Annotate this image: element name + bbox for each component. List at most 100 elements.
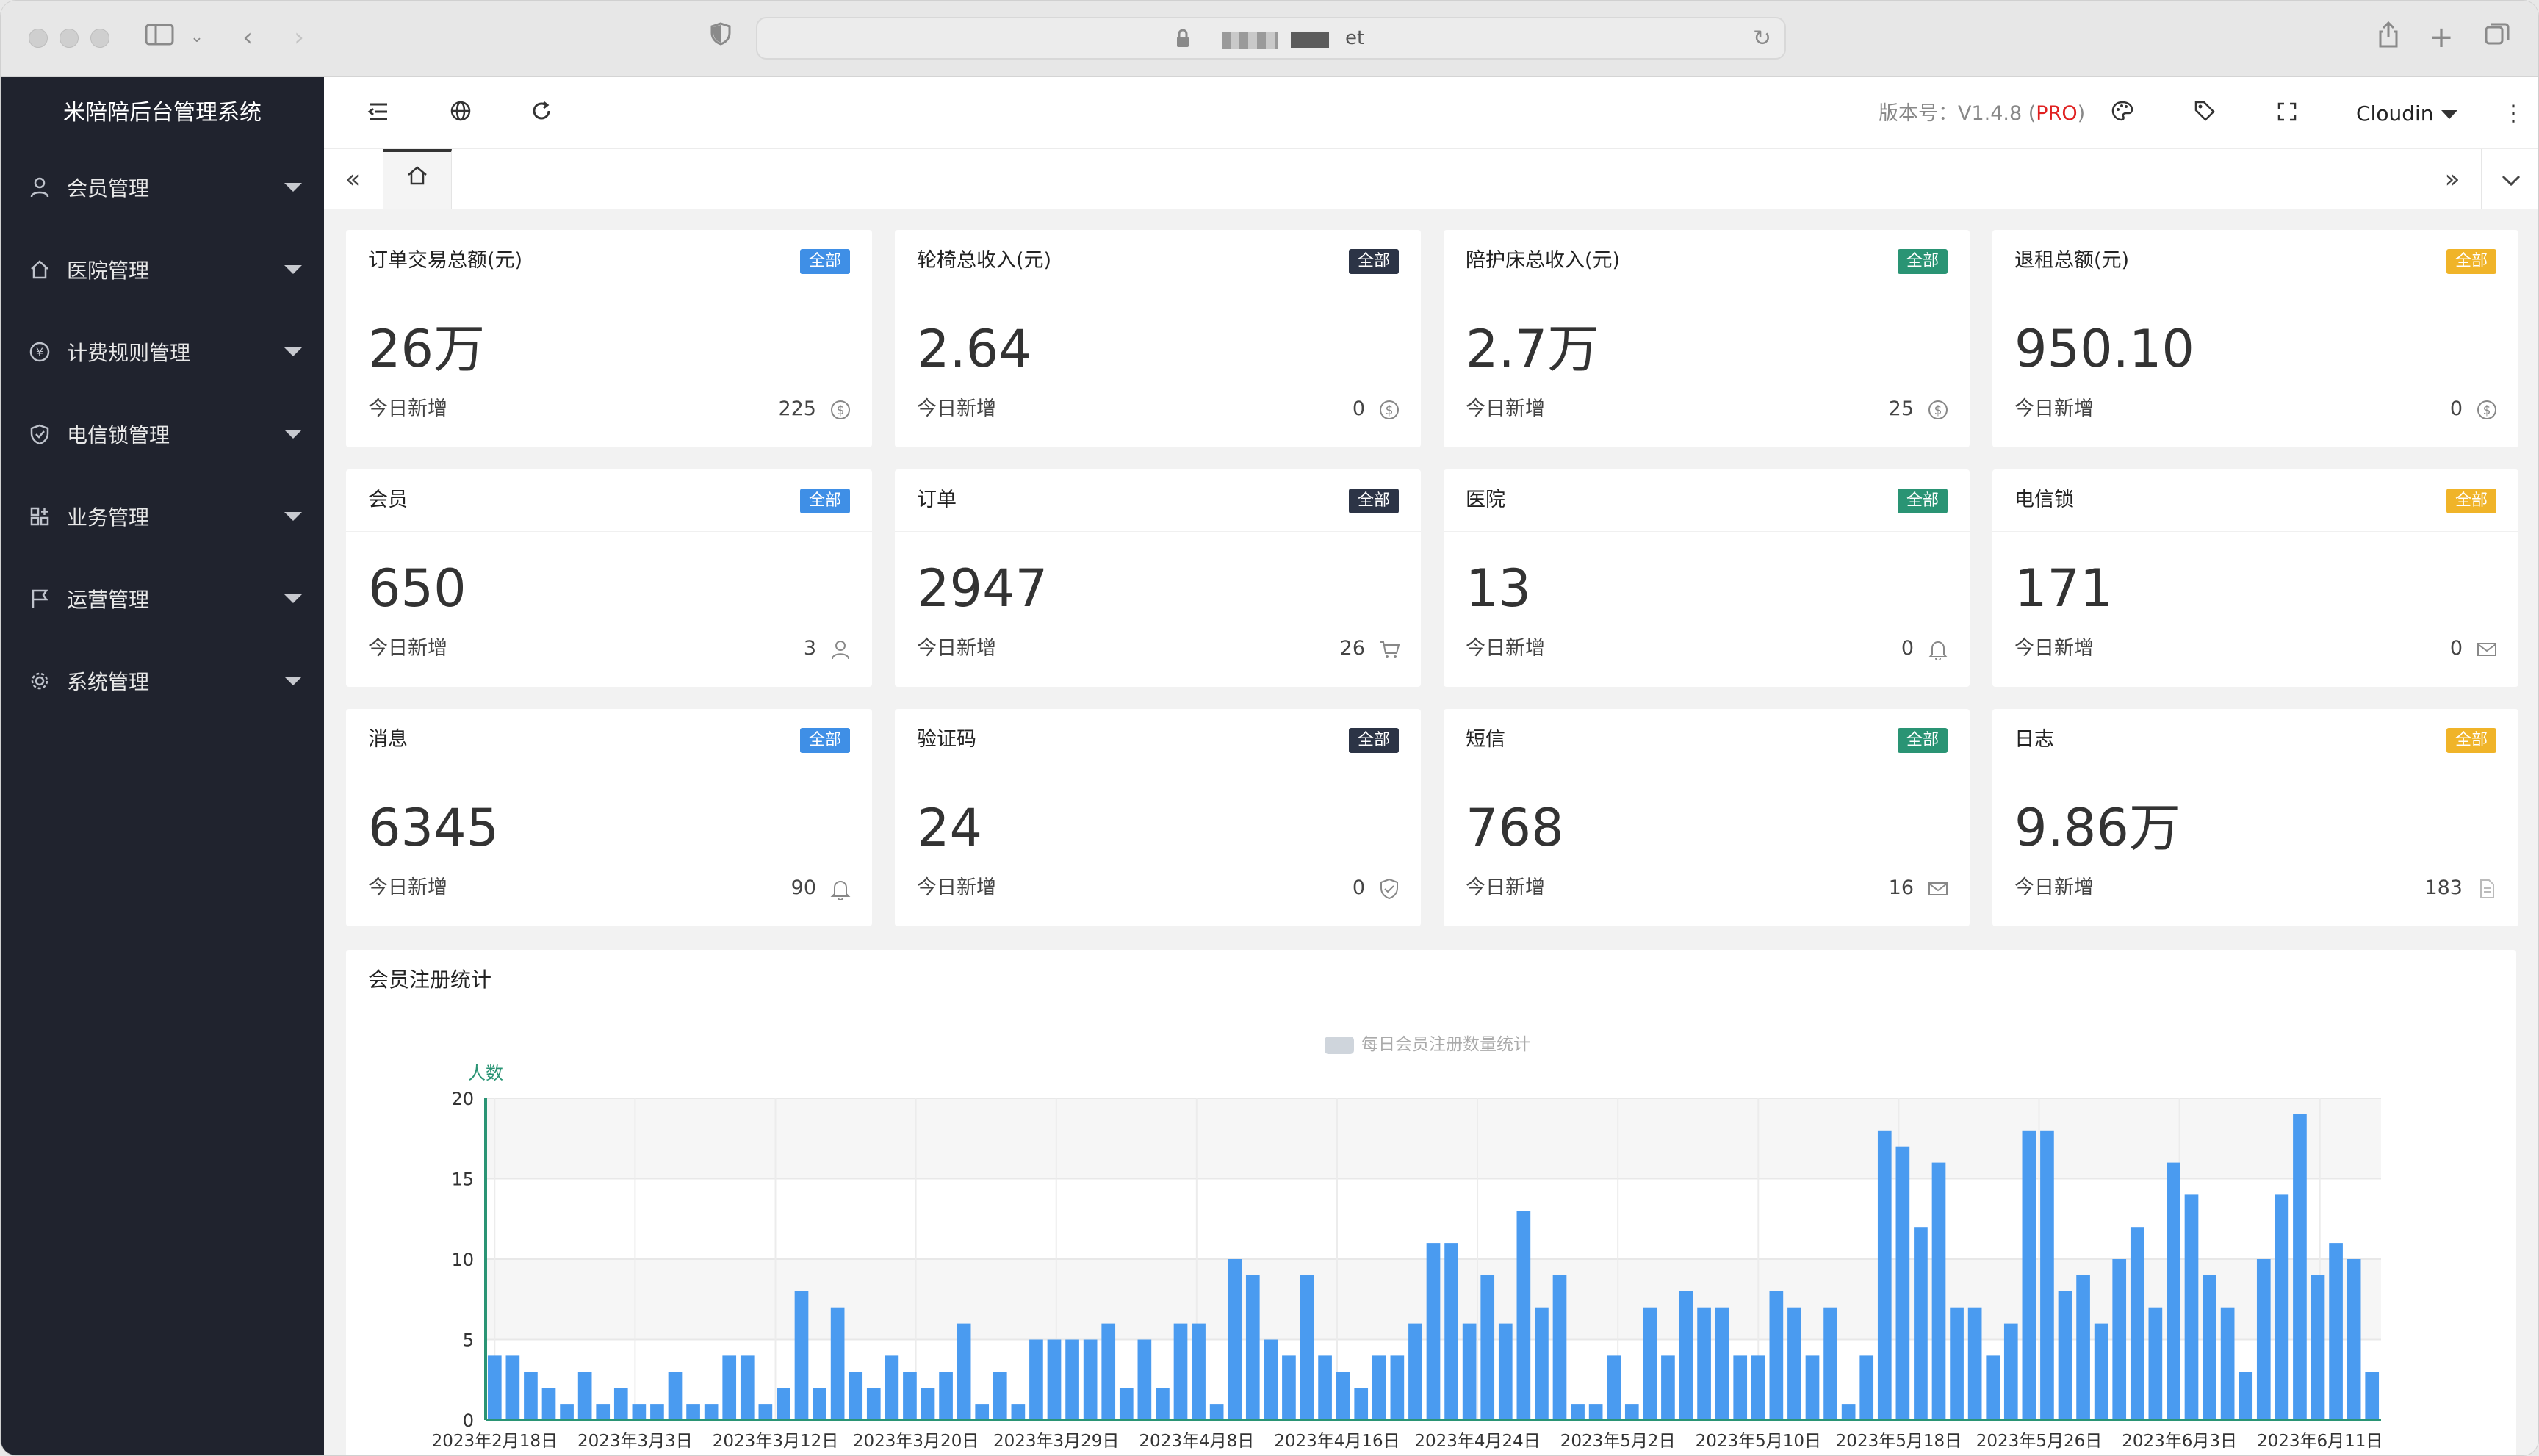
sidebar-item-billing-rules[interactable]: ¥ 计费规则管理 bbox=[1, 314, 324, 396]
today-count: 225 bbox=[778, 397, 816, 420]
minimize-window-button[interactable] bbox=[60, 29, 79, 48]
today-count: 25 bbox=[1888, 397, 1914, 420]
chart-bar bbox=[2058, 1291, 2072, 1420]
chart-bar bbox=[813, 1388, 826, 1420]
card-value: 9.86万 bbox=[2014, 798, 2180, 858]
card-divider bbox=[895, 531, 1421, 532]
chart-bar bbox=[975, 1404, 990, 1420]
chart-bar bbox=[758, 1404, 773, 1420]
chart-bar bbox=[1300, 1275, 1314, 1420]
scope-badge[interactable]: 全部 bbox=[799, 249, 850, 274]
chart-bar bbox=[1354, 1388, 1369, 1420]
chart-bar bbox=[1390, 1355, 1405, 1420]
version-info: 版本号：V1.4.8 (PRO) bbox=[1879, 99, 2085, 129]
scope-badge[interactable]: 全部 bbox=[1897, 728, 1948, 753]
tab-home[interactable] bbox=[383, 149, 452, 209]
privacy-shield-icon[interactable] bbox=[706, 21, 735, 54]
sidebar-item-business[interactable]: 业务管理 bbox=[1, 478, 324, 561]
x-tick-label: 2023年5月26日 bbox=[1976, 1432, 2102, 1451]
chevron-down-icon[interactable]: ⌄ bbox=[190, 28, 204, 46]
scope-badge[interactable]: 全部 bbox=[2446, 728, 2496, 753]
scroll-left-icon[interactable]: « bbox=[345, 165, 361, 194]
forward-icon[interactable]: › bbox=[294, 23, 304, 52]
chart-bar bbox=[2220, 1307, 2235, 1420]
scope-badge[interactable]: 全部 bbox=[1348, 728, 1399, 753]
scope-badge[interactable]: 全部 bbox=[799, 489, 850, 513]
card-title: 短信 bbox=[1466, 728, 1505, 751]
card-value: 26万 bbox=[368, 319, 486, 379]
chart-legend[interactable]: 每日会员注册数量统计 bbox=[1325, 1032, 1530, 1057]
chart-bar bbox=[487, 1355, 502, 1420]
globe-icon[interactable] bbox=[444, 98, 477, 130]
sidebar-item-system[interactable]: 系统管理 bbox=[1, 643, 324, 725]
chart-bar bbox=[2365, 1372, 2380, 1420]
legend-label: 每日会员注册数量统计 bbox=[1361, 1035, 1530, 1054]
card-divider bbox=[1444, 531, 1970, 532]
close-window-button[interactable] bbox=[29, 29, 48, 48]
svg-text:$: $ bbox=[1386, 403, 1394, 418]
chart-bar bbox=[794, 1291, 809, 1420]
card-title: 消息 bbox=[368, 728, 408, 751]
fullscreen-icon[interactable] bbox=[2271, 98, 2303, 130]
chart-bar bbox=[1029, 1339, 1043, 1420]
back-icon[interactable]: ‹ bbox=[242, 23, 253, 52]
scope-badge[interactable]: 全部 bbox=[1348, 489, 1399, 513]
more-vertical-icon[interactable]: ⋮ bbox=[2502, 101, 2524, 126]
chart-bar bbox=[849, 1372, 863, 1420]
scroll-right-icon[interactable]: » bbox=[2444, 165, 2460, 194]
card-title: 会员 bbox=[368, 489, 408, 511]
sidebar-item-label: 系统管理 bbox=[67, 670, 150, 694]
address-bar[interactable]: et ↻ bbox=[756, 17, 1786, 60]
caret-down-icon bbox=[2441, 110, 2457, 119]
card-value: 24 bbox=[917, 798, 983, 858]
tab-overview-icon[interactable] bbox=[2481, 21, 2513, 54]
scope-badge[interactable]: 全部 bbox=[2446, 249, 2496, 274]
card-value: 171 bbox=[2014, 558, 2113, 619]
refresh-icon[interactable] bbox=[525, 98, 558, 130]
user-name: Cloudin bbox=[2356, 101, 2434, 126]
chart-bar bbox=[2022, 1130, 2036, 1420]
sidebar-toggle-icon[interactable] bbox=[142, 21, 177, 54]
sidebar-item-telecom-lock[interactable]: 电信锁管理 bbox=[1, 396, 324, 478]
card-subtitle: 今日新增 bbox=[917, 876, 996, 899]
scope-badge[interactable]: 全部 bbox=[1348, 249, 1399, 274]
document-icon bbox=[2476, 878, 2498, 900]
card-title: 验证码 bbox=[917, 728, 976, 751]
chart-bar bbox=[2347, 1259, 2361, 1420]
gear-icon bbox=[29, 671, 51, 693]
scope-badge[interactable]: 全部 bbox=[799, 728, 850, 753]
sidebar-item-hospitals[interactable]: 医院管理 bbox=[1, 231, 324, 314]
x-tick-label: 2023年4月16日 bbox=[1274, 1432, 1400, 1451]
chart-bar bbox=[1823, 1307, 1837, 1420]
palette-icon[interactable] bbox=[2106, 98, 2139, 130]
user-menu[interactable]: Cloudin bbox=[2356, 99, 2457, 129]
scope-badge[interactable]: 全部 bbox=[2446, 489, 2496, 513]
chart-bar bbox=[1607, 1355, 1621, 1420]
chart-bar bbox=[1372, 1355, 1386, 1420]
reload-icon[interactable]: ↻ bbox=[1752, 26, 1771, 51]
sidebar-item-operations[interactable]: 运营管理 bbox=[1, 561, 324, 643]
bell-icon bbox=[829, 878, 851, 901]
card-title: 退租总额(元) bbox=[2014, 249, 2130, 272]
collapse-menu-icon[interactable] bbox=[362, 98, 395, 130]
sidebar-item-members[interactable]: 会员管理 bbox=[1, 149, 324, 231]
new-tab-icon[interactable]: + bbox=[2429, 21, 2454, 54]
chart-bar bbox=[1967, 1307, 1982, 1420]
card-subtitle: 今日新增 bbox=[1466, 876, 1545, 899]
dollar-icon: $ bbox=[2476, 399, 2498, 421]
chart-bar bbox=[1516, 1211, 1531, 1420]
caret-down-icon bbox=[284, 512, 302, 521]
chart-bar bbox=[686, 1404, 700, 1420]
chart-bar bbox=[866, 1388, 881, 1420]
chart-bar bbox=[2148, 1307, 2163, 1420]
x-tick-label: 2023年5月10日 bbox=[1696, 1432, 1821, 1451]
tag-icon[interactable] bbox=[2189, 98, 2221, 130]
scope-badge[interactable]: 全部 bbox=[1897, 249, 1948, 274]
share-icon[interactable] bbox=[2374, 21, 2403, 54]
flag-icon bbox=[29, 588, 51, 610]
chart-bar bbox=[2076, 1275, 2090, 1420]
tab-options-icon[interactable] bbox=[2493, 161, 2529, 198]
scope-badge[interactable]: 全部 bbox=[1897, 489, 1948, 513]
zoom-window-button[interactable] bbox=[90, 29, 109, 48]
user-icon bbox=[29, 177, 51, 199]
